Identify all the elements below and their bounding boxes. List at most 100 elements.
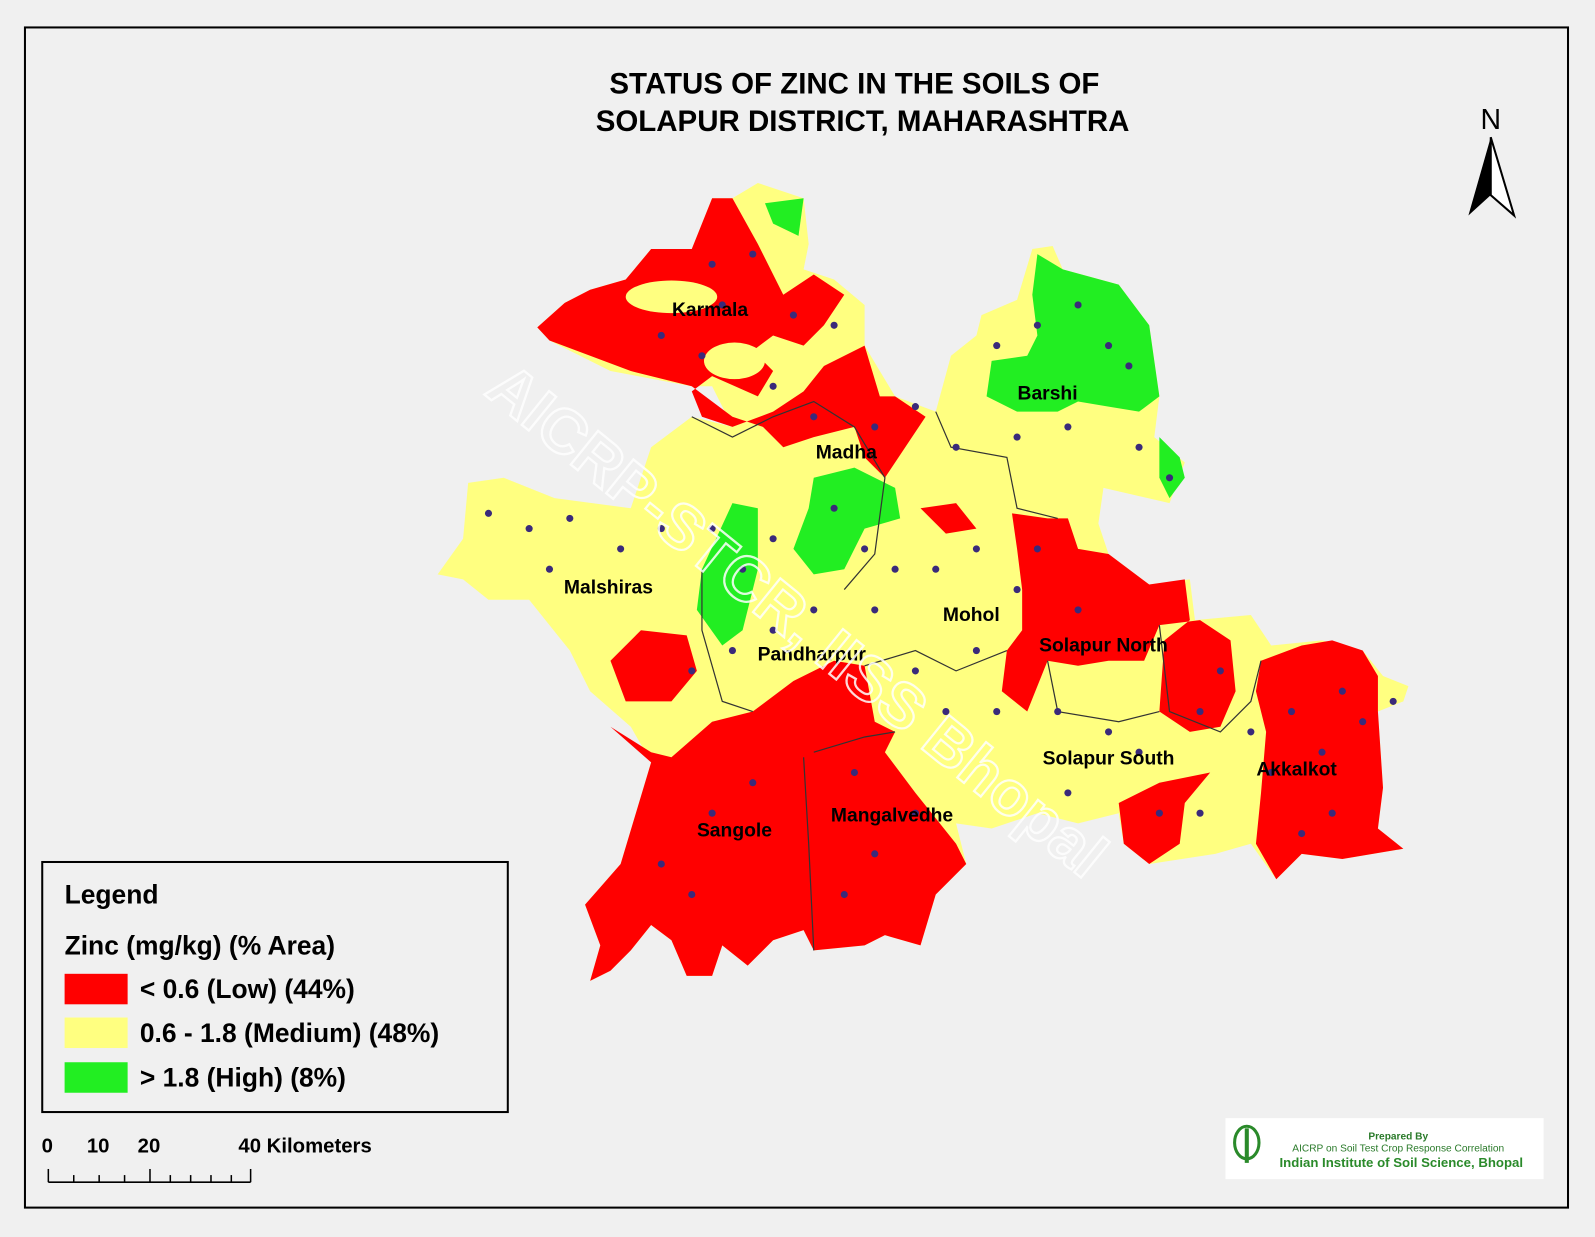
credits-box: [1225, 1118, 1544, 1180]
sample-point: [810, 606, 818, 614]
scale-bar: 0 10 20 40 Kilometers: [42, 1136, 372, 1183]
sample-point: [911, 403, 919, 411]
taluka-label: Malshiras: [564, 578, 653, 599]
sample-point: [1359, 718, 1367, 726]
sample-point: [1033, 321, 1041, 329]
taluka-labels: Karmala Barshi Madha Malshiras Mohol Sol…: [564, 300, 1337, 841]
sample-point: [891, 565, 899, 573]
taluka-label: Pandharpur: [758, 645, 867, 666]
sample-point: [972, 647, 980, 655]
credits: Prepared By AICRP on Soil Test Crop Resp…: [1225, 1118, 1544, 1180]
legend-swatch: [64, 1017, 128, 1049]
title-line: SOLAPUR DISTRICT, MAHARASHTRA: [596, 105, 1130, 138]
sample-point: [1267, 768, 1275, 777]
sample-point: [993, 707, 1001, 716]
region-low: [1255, 640, 1404, 880]
sample-point: [942, 707, 950, 716]
sample-points: [484, 250, 1397, 899]
legend-swatch: [64, 973, 128, 1005]
sample-point: [1196, 707, 1204, 716]
taluka-label: Karmala: [672, 300, 748, 321]
sample-point: [1318, 748, 1326, 756]
sample-point: [871, 423, 879, 431]
legend-swatch: [64, 1062, 128, 1093]
taluka-label: Madha: [816, 442, 877, 463]
sample-point: [657, 860, 665, 868]
taluka-label: Mohol: [943, 605, 1000, 626]
sample-point: [769, 626, 777, 634]
map-regions: [437, 182, 1409, 981]
sample-point: [1064, 423, 1072, 431]
region-high: [696, 503, 758, 646]
sample-point: [708, 809, 716, 817]
scale-label: 0: [42, 1136, 53, 1158]
sample-point: [871, 606, 879, 614]
sample-point: [1338, 687, 1346, 695]
credits-line: AICRP on Soil Test Crop Response Correla…: [1292, 1144, 1504, 1155]
sample-point: [810, 413, 818, 421]
sample-point: [972, 545, 980, 553]
sample-point: [993, 342, 1001, 350]
sample-point: [830, 321, 838, 329]
region-high: [1159, 437, 1185, 499]
sample-point: [1135, 748, 1143, 756]
sample-point: [566, 514, 574, 522]
region-low: [1001, 513, 1236, 732]
logo: [1233, 1124, 1261, 1163]
sample-point: [952, 443, 960, 451]
sample-point: [698, 352, 706, 360]
sample-point: [1033, 545, 1041, 553]
taluka-label: Solapur South: [1043, 748, 1175, 769]
region-medium: [625, 280, 718, 314]
legend-label: 0.6 - 1.8 (Medium) (48%): [140, 1018, 439, 1048]
sample-point: [749, 779, 757, 787]
legend-title: Legend: [65, 880, 159, 910]
sample-point: [850, 768, 858, 777]
sample-point: [871, 850, 879, 858]
region-low: [920, 503, 977, 534]
sample-point: [657, 331, 665, 340]
sample-point: [1298, 829, 1306, 838]
sample-point: [688, 667, 696, 675]
sample-point: [657, 525, 665, 533]
scale-label: 20: [138, 1136, 161, 1158]
sample-point: [830, 504, 838, 512]
sample-point: [1287, 707, 1296, 716]
sample-point: [749, 250, 757, 258]
sample-point: [1064, 789, 1072, 797]
sample-point: [739, 565, 747, 573]
legend-subtitle: Zinc (mg/kg) (% Area): [65, 930, 335, 960]
region-high: [764, 198, 804, 236]
sample-point: [769, 535, 777, 543]
region-low: [1118, 772, 1211, 865]
sample-point: [708, 525, 716, 533]
sample-point: [718, 301, 726, 309]
region-high: [793, 467, 901, 575]
taluka-label: Solapur North: [1039, 636, 1168, 657]
region-medium: [703, 342, 765, 380]
sample-point: [484, 509, 493, 517]
sample-point: [1074, 606, 1082, 614]
sample-point: [1104, 342, 1113, 350]
sample-point: [1216, 667, 1224, 675]
region-low: [537, 198, 926, 478]
sample-point: [525, 525, 533, 533]
region-low: [610, 630, 697, 702]
north-label: N: [1480, 104, 1501, 136]
sample-point: [1196, 809, 1204, 817]
region-high: [986, 254, 1160, 412]
taluka-label: Mangalvedhe: [831, 805, 954, 826]
title-line: STATUS OF ZINC IN THE SOILS OF: [609, 68, 1099, 101]
taluka-boundaries: [691, 400, 1262, 951]
sample-point: [1155, 809, 1163, 817]
sample-point: [1135, 443, 1143, 451]
sample-point: [1165, 474, 1174, 482]
credits-line: Prepared By: [1368, 1131, 1428, 1142]
sample-point: [932, 565, 940, 573]
legend: Legend Zinc (mg/kg) (% Area) < 0.6 (Low)…: [41, 860, 509, 1114]
sample-point: [861, 545, 869, 553]
taluka-label: Barshi: [1018, 383, 1078, 404]
taluka-label: Akkalkot: [1256, 760, 1337, 781]
